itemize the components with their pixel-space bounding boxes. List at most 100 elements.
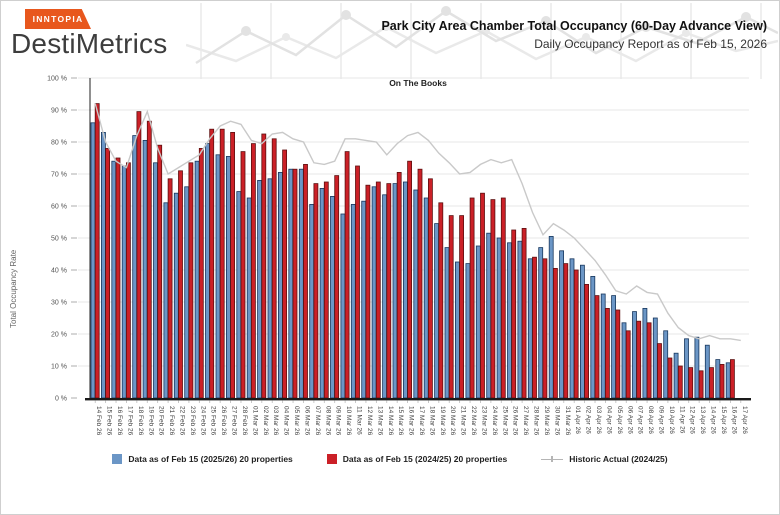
bar-2025-26[interactable] (402, 181, 408, 399)
bar-2025-26[interactable] (319, 187, 325, 399)
bar-2025-26[interactable] (236, 191, 242, 399)
bar-2025-26[interactable] (361, 200, 367, 399)
bar-2025-26[interactable] (184, 186, 190, 399)
bar-2024-25[interactable] (573, 269, 579, 399)
historic-actual-line[interactable] (94, 103, 741, 342)
bar-2025-26[interactable] (90, 122, 96, 399)
bar-2025-26[interactable] (475, 245, 481, 399)
bar-2025-26[interactable] (350, 203, 356, 399)
bar-2024-25[interactable] (427, 178, 433, 399)
bar-2024-25[interactable] (240, 151, 246, 399)
bar-2025-26[interactable] (444, 247, 450, 399)
bar-2024-25[interactable] (459, 215, 465, 399)
bar-2025-26[interactable] (132, 135, 138, 399)
bar-2025-26[interactable] (194, 160, 200, 399)
bar-2025-26[interactable] (527, 258, 533, 399)
bar-2024-25[interactable] (178, 170, 183, 399)
bar-2024-25[interactable] (511, 229, 517, 399)
bar-2025-26[interactable] (694, 336, 700, 399)
bar-2024-25[interactable] (584, 283, 589, 399)
bar-2025-26[interactable] (590, 275, 596, 399)
bar-2024-25[interactable] (146, 120, 152, 399)
bar-2024-25[interactable] (480, 192, 485, 399)
bar-2025-26[interactable] (246, 197, 252, 399)
bar-2024-25[interactable] (417, 168, 423, 399)
bar-2025-26[interactable] (684, 338, 689, 399)
bar-2024-25[interactable] (396, 171, 402, 399)
bar-2024-25[interactable] (542, 258, 548, 399)
bar-2025-26[interactable] (725, 362, 731, 399)
bar-2024-25[interactable] (188, 162, 194, 399)
bar-2024-25[interactable] (250, 143, 256, 399)
bar-2025-26[interactable] (548, 235, 554, 399)
bar-2025-26[interactable] (225, 155, 231, 399)
bar-2024-25[interactable] (292, 168, 298, 399)
bar-2024-25[interactable] (94, 103, 100, 399)
bar-2024-25[interactable] (646, 322, 652, 399)
bar-2024-25[interactable] (386, 183, 392, 399)
bar-2024-25[interactable] (657, 343, 662, 399)
bar-2025-26[interactable] (632, 311, 637, 399)
bar-2025-26[interactable] (465, 263, 471, 399)
bar-2024-25[interactable] (698, 370, 704, 399)
bar-2025-26[interactable] (371, 186, 377, 399)
bar-2025-26[interactable] (142, 139, 148, 399)
bar-2024-25[interactable] (355, 165, 360, 399)
bar-2024-25[interactable] (625, 330, 631, 399)
bar-2025-26[interactable] (413, 189, 419, 399)
legend-item-historic[interactable]: Historic Actual (2024/25) (541, 454, 668, 464)
bar-2024-25[interactable] (136, 111, 142, 399)
bar-2024-25[interactable] (490, 199, 496, 399)
bar-2024-25[interactable] (344, 151, 350, 399)
bar-2024-25[interactable] (563, 263, 569, 399)
bar-2025-26[interactable] (652, 317, 658, 399)
bar-2025-26[interactable] (434, 223, 440, 399)
bar-2025-26[interactable] (423, 197, 429, 399)
bar-2024-25[interactable] (209, 128, 215, 399)
bar-2025-26[interactable] (559, 250, 564, 399)
bar-2025-26[interactable] (205, 143, 210, 399)
bar-2024-25[interactable] (469, 197, 475, 399)
bar-2024-25[interactable] (375, 181, 381, 399)
bar-2024-25[interactable] (407, 160, 413, 399)
bar-2024-25[interactable] (157, 144, 163, 399)
bar-2024-25[interactable] (126, 162, 131, 399)
bar-2025-26[interactable] (288, 168, 294, 399)
bar-2025-26[interactable] (309, 203, 315, 399)
bar-2024-25[interactable] (115, 157, 121, 399)
bar-2024-25[interactable] (532, 256, 537, 399)
bar-2024-25[interactable] (438, 202, 444, 399)
bar-2025-26[interactable] (111, 160, 117, 399)
legend-item-2024-25[interactable]: Data as of Feb 15 (2024/25) 20 propertie… (326, 454, 507, 464)
bar-2024-25[interactable] (261, 133, 267, 399)
bar-2025-26[interactable] (173, 192, 179, 399)
bar-2025-26[interactable] (257, 179, 263, 399)
bar-2025-26[interactable] (277, 171, 283, 399)
legend-item-2025-26[interactable]: Data as of Feb 15 (2025/26) 20 propertie… (112, 454, 293, 464)
bar-2025-26[interactable] (715, 359, 721, 399)
bar-2025-26[interactable] (663, 330, 669, 399)
bar-2024-25[interactable] (615, 309, 621, 399)
bar-2024-25[interactable] (323, 181, 329, 399)
bar-2025-26[interactable] (507, 242, 512, 399)
bar-2025-26[interactable] (486, 232, 492, 399)
bar-2024-25[interactable] (313, 183, 319, 399)
bar-2024-25[interactable] (594, 295, 600, 399)
bar-2025-26[interactable] (298, 168, 304, 399)
bar-2025-26[interactable] (340, 213, 346, 399)
bar-2025-26[interactable] (496, 237, 502, 399)
bar-2024-25[interactable] (636, 320, 642, 399)
bar-2025-26[interactable] (163, 202, 169, 399)
bar-2025-26[interactable] (215, 154, 221, 399)
bar-2025-26[interactable] (704, 344, 710, 399)
bar-2024-25[interactable] (677, 365, 683, 399)
bar-2025-26[interactable] (153, 162, 158, 399)
bar-2025-26[interactable] (392, 183, 398, 399)
bar-2024-25[interactable] (448, 215, 454, 399)
bar-2024-25[interactable] (500, 197, 506, 399)
bar-2025-26[interactable] (517, 240, 523, 399)
bar-2025-26[interactable] (611, 295, 616, 399)
bar-2024-25[interactable] (271, 138, 277, 399)
bar-2024-25[interactable] (334, 175, 340, 399)
bar-2025-26[interactable] (569, 258, 575, 399)
